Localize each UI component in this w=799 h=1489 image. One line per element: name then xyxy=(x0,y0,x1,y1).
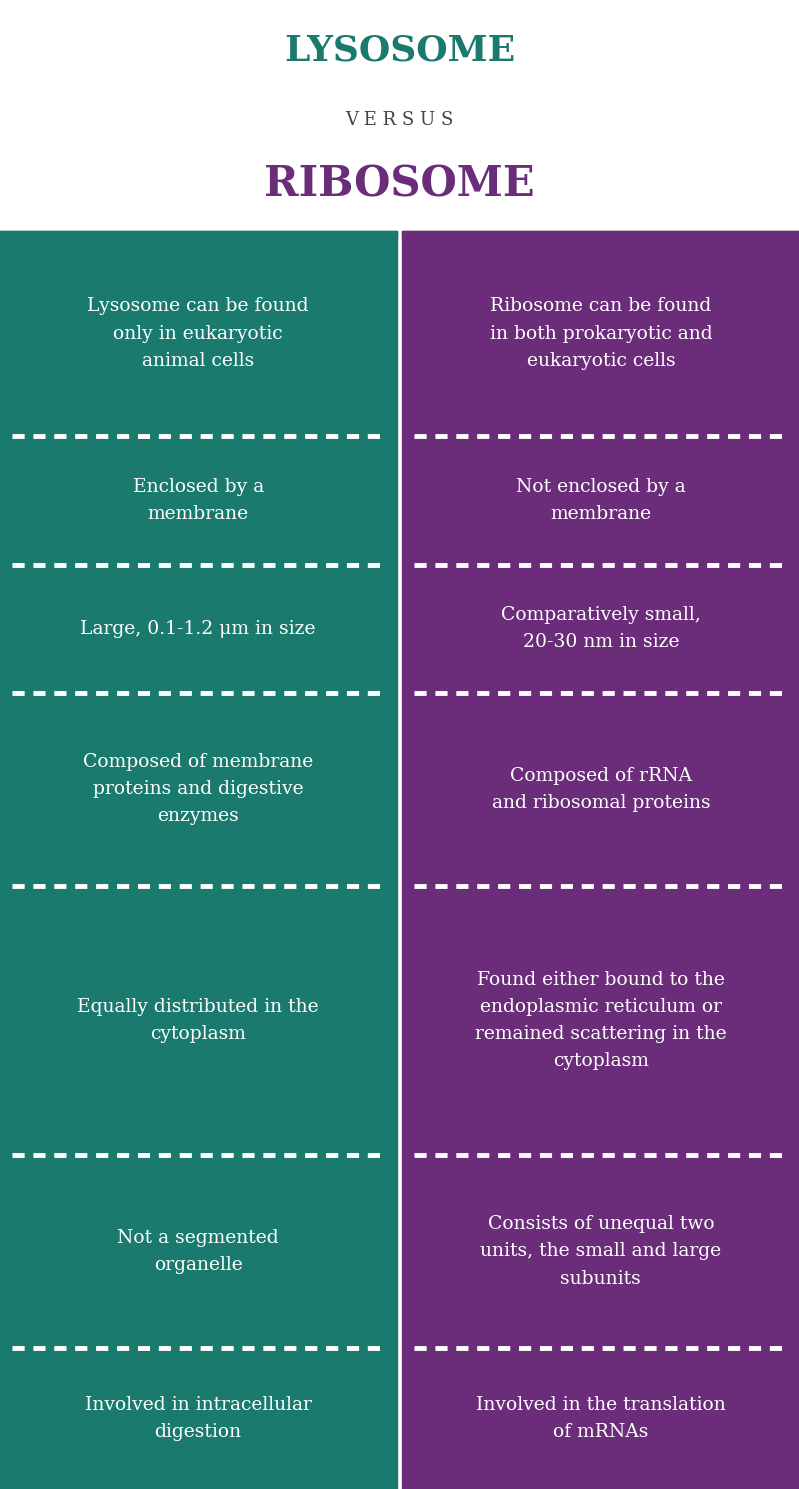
Bar xyxy=(402,1348,799,1489)
Bar xyxy=(0,231,397,238)
Text: Equally distributed in the
cytoplasm: Equally distributed in the cytoplasm xyxy=(78,998,319,1042)
Bar xyxy=(0,564,397,692)
Text: Large, 0.1-1.2 μm in size: Large, 0.1-1.2 μm in size xyxy=(81,619,316,637)
Bar xyxy=(402,886,799,1155)
Bar xyxy=(402,692,799,886)
Bar xyxy=(402,436,799,564)
Text: Ribosome can be found
in both prokaryotic and
eukaryotic cells: Ribosome can be found in both prokaryoti… xyxy=(490,298,712,369)
Bar xyxy=(402,564,799,692)
Text: RIBOSOME: RIBOSOME xyxy=(264,164,535,205)
Bar xyxy=(0,1348,397,1489)
Text: Composed of rRNA
and ribosomal proteins: Composed of rRNA and ribosomal proteins xyxy=(491,767,710,812)
Text: Consists of unequal two
units, the small and large
subunits: Consists of unequal two units, the small… xyxy=(480,1215,721,1288)
Bar xyxy=(402,231,799,436)
Bar xyxy=(402,231,799,238)
Text: Lysosome can be found
only in eukaryotic
animal cells: Lysosome can be found only in eukaryotic… xyxy=(87,298,309,369)
Bar xyxy=(0,692,397,886)
Text: Involved in intracellular
digestion: Involved in intracellular digestion xyxy=(85,1395,312,1441)
Text: Composed of membrane
proteins and digestive
enzymes: Composed of membrane proteins and digest… xyxy=(83,753,313,825)
Text: Comparatively small,
20-30 nm in size: Comparatively small, 20-30 nm in size xyxy=(501,606,701,651)
Bar xyxy=(402,1155,799,1348)
Text: Not a segmented
organelle: Not a segmented organelle xyxy=(117,1228,279,1275)
Text: Found either bound to the
endoplasmic reticulum or
remained scattering in the
cy: Found either bound to the endoplasmic re… xyxy=(475,971,726,1071)
Text: Visit www.pediaa.com: Visit www.pediaa.com xyxy=(519,1455,682,1470)
Bar xyxy=(0,886,397,1155)
Text: Not enclosed by a
membrane: Not enclosed by a membrane xyxy=(516,478,686,523)
Text: V E R S U S: V E R S U S xyxy=(345,112,454,130)
Text: Enclosed by a
membrane: Enclosed by a membrane xyxy=(133,478,264,523)
Bar xyxy=(0,436,397,564)
Bar xyxy=(0,231,397,436)
Text: LYSOSOME: LYSOSOME xyxy=(284,34,515,68)
Bar xyxy=(0,1155,397,1348)
Text: Involved in the translation
of mRNAs: Involved in the translation of mRNAs xyxy=(476,1395,725,1441)
